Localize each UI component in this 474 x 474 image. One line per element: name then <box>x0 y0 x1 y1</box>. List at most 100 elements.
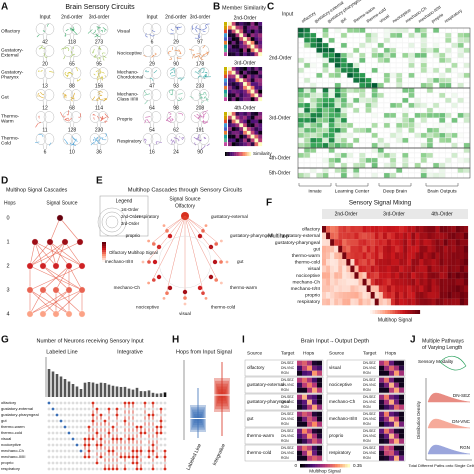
depth-cell <box>379 455 384 461</box>
depth-cell <box>384 387 389 393</box>
column-header: 3rd-order <box>89 14 110 20</box>
depth-cell <box>379 438 384 444</box>
mixing-cell <box>423 259 428 266</box>
matrix-cell <box>420 82 427 88</box>
matrix-cell <box>463 127 470 133</box>
matrix-cell <box>439 147 446 153</box>
mixing-cell <box>338 245 343 253</box>
matrix-cell <box>414 122 421 128</box>
matrix-cell <box>426 152 433 158</box>
set-dot <box>99 431 103 435</box>
mixing-cell <box>447 298 452 306</box>
set-dot <box>55 419 59 423</box>
matrix-cell <box>383 92 390 98</box>
matrix-cell <box>408 32 415 38</box>
similarity-cell <box>231 112 236 116</box>
matrix-cell <box>390 32 397 38</box>
similarity-cell <box>250 89 255 94</box>
row-label: thermo-warm <box>292 253 320 259</box>
matrix-cell <box>439 27 446 33</box>
matrix-cell <box>457 62 464 68</box>
neuron-arbor <box>194 55 200 59</box>
neuron-arbor <box>101 52 106 55</box>
similarity-cell <box>228 44 232 49</box>
matrix-cell <box>396 52 403 58</box>
hops-label: Hops <box>4 200 16 206</box>
mixing-cell <box>326 232 331 240</box>
mixing-cell <box>443 232 448 240</box>
mixing-cell <box>326 265 331 273</box>
matrix-cell <box>322 157 329 163</box>
set-dot <box>151 431 155 435</box>
matrix-cell <box>316 62 323 68</box>
depth-cell <box>384 377 389 383</box>
set-bar <box>115 386 119 397</box>
similarity-cell <box>235 67 240 71</box>
cascade-edge <box>184 215 219 282</box>
target-label: DN-SEZ <box>363 412 376 416</box>
matrix-cell <box>426 112 433 118</box>
similarity-cell <box>250 78 255 83</box>
set-dot <box>79 449 83 453</box>
depth-cell <box>379 377 384 383</box>
matrix-cell <box>457 122 464 128</box>
depth-cell <box>297 360 302 366</box>
matrix-cell <box>334 162 341 168</box>
set-dot <box>115 455 119 459</box>
neuron-arbor <box>144 89 147 94</box>
matrix-cell <box>304 122 311 128</box>
matrix-cell <box>433 137 440 143</box>
neuron-arbor <box>174 26 179 30</box>
matrix-cell <box>371 77 378 83</box>
brain-outline <box>70 133 82 145</box>
column-group: 4th-Order <box>431 211 453 217</box>
matrix-cell <box>334 157 341 163</box>
mixing-cell <box>362 226 367 233</box>
similarity-cell <box>246 37 251 41</box>
mixing-cell <box>423 245 428 253</box>
neuron-arbor <box>72 92 76 98</box>
matrix-cell <box>408 62 415 68</box>
mixing-cell <box>378 292 383 299</box>
similarity-cell <box>235 78 240 83</box>
legend-ring <box>105 215 119 229</box>
set-dot <box>67 467 71 471</box>
mixing-cell <box>451 285 456 293</box>
matrix-cell <box>463 72 470 78</box>
mixing-cell <box>407 226 412 233</box>
set-dot <box>59 467 63 471</box>
depth-cell <box>312 411 317 417</box>
matrix-cell <box>371 67 378 73</box>
matrix-cell <box>371 157 378 163</box>
depth-cell <box>297 411 302 417</box>
matrix-cell <box>340 97 347 103</box>
mixing-cell <box>366 285 371 293</box>
matrix-cell <box>328 152 335 158</box>
depth-cell <box>297 455 302 461</box>
neuron-arbor <box>179 136 181 138</box>
similarity-cell <box>239 25 244 30</box>
set-dot <box>103 467 107 471</box>
depth-cell <box>379 404 384 410</box>
row-group-label: 4th-Order <box>269 155 291 161</box>
neuron-arbor <box>96 76 99 81</box>
set-dot <box>147 449 151 453</box>
set-dot <box>67 437 71 441</box>
row-label: proprio <box>305 293 320 299</box>
mixing-cell <box>362 285 367 293</box>
matrix-cell <box>383 107 390 113</box>
source-label: gustatory-external <box>247 382 284 387</box>
matrix-cell <box>439 132 446 138</box>
panel-letter: J <box>410 335 416 346</box>
set-dot <box>91 437 95 441</box>
target-label: DN-VNC <box>281 366 295 370</box>
row-label: Mechano-Chordotonal <box>117 70 143 81</box>
circuit-node <box>167 285 173 291</box>
matrix-cell <box>371 142 378 148</box>
similarity-cell <box>228 97 232 102</box>
depth-cell <box>307 377 312 383</box>
mixing-cell <box>338 278 343 286</box>
matrix-cell <box>457 152 464 158</box>
matrix-cell <box>328 127 335 133</box>
row-label: Nociceptive <box>117 50 142 56</box>
